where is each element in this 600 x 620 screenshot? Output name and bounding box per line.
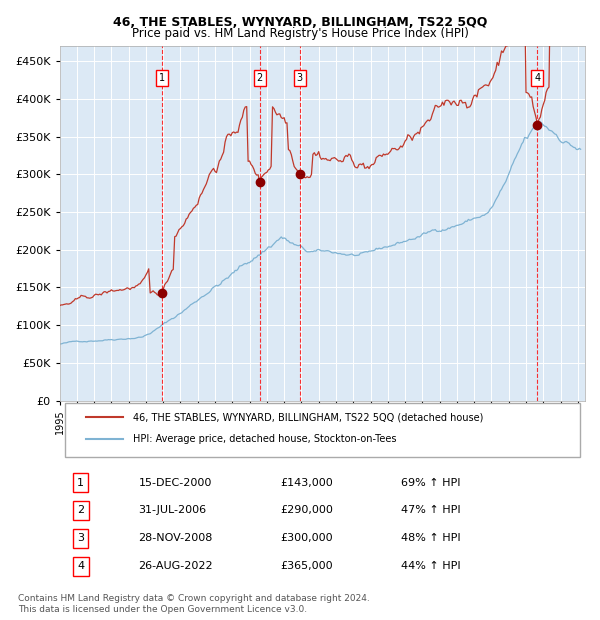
Text: 1: 1 xyxy=(160,73,166,83)
Text: 46, THE STABLES, WYNYARD, BILLINGHAM, TS22 5QQ (detached house): 46, THE STABLES, WYNYARD, BILLINGHAM, TS… xyxy=(133,412,484,422)
Text: 44% ↑ HPI: 44% ↑ HPI xyxy=(401,561,461,571)
Text: £365,000: £365,000 xyxy=(280,561,333,571)
Text: Price paid vs. HM Land Registry's House Price Index (HPI): Price paid vs. HM Land Registry's House … xyxy=(131,27,469,40)
Text: 31-JUL-2006: 31-JUL-2006 xyxy=(139,505,206,515)
Text: 2: 2 xyxy=(77,505,84,515)
Text: 46, THE STABLES, WYNYARD, BILLINGHAM, TS22 5QQ: 46, THE STABLES, WYNYARD, BILLINGHAM, TS… xyxy=(113,16,487,29)
Text: 4: 4 xyxy=(77,561,84,571)
Text: 28-NOV-2008: 28-NOV-2008 xyxy=(139,533,213,543)
Text: 47% ↑ HPI: 47% ↑ HPI xyxy=(401,505,461,515)
Text: 1: 1 xyxy=(77,477,84,487)
Text: HPI: Average price, detached house, Stockton-on-Tees: HPI: Average price, detached house, Stoc… xyxy=(133,434,397,444)
FancyBboxPatch shape xyxy=(65,403,580,458)
Text: £290,000: £290,000 xyxy=(280,505,333,515)
Text: 48% ↑ HPI: 48% ↑ HPI xyxy=(401,533,461,543)
Text: 4: 4 xyxy=(534,73,540,83)
Text: Contains HM Land Registry data © Crown copyright and database right 2024.
This d: Contains HM Land Registry data © Crown c… xyxy=(18,595,370,614)
Text: 3: 3 xyxy=(77,533,84,543)
Text: £300,000: £300,000 xyxy=(280,533,333,543)
Text: 2: 2 xyxy=(256,73,263,83)
Text: 3: 3 xyxy=(297,73,303,83)
Text: 69% ↑ HPI: 69% ↑ HPI xyxy=(401,477,461,487)
Text: £143,000: £143,000 xyxy=(280,477,333,487)
Text: 26-AUG-2022: 26-AUG-2022 xyxy=(139,561,213,571)
Text: 15-DEC-2000: 15-DEC-2000 xyxy=(139,477,212,487)
